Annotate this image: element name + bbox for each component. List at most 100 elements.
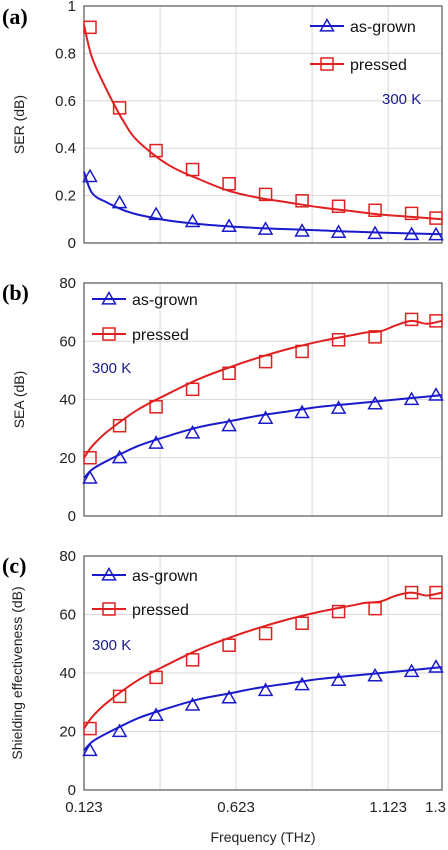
y-tick-label: 0.8 — [55, 45, 76, 62]
data-point-pressed — [83, 721, 97, 736]
data-point-as-grown — [403, 663, 420, 678]
data-point-pressed — [112, 689, 127, 704]
y-tick-label: 20 — [59, 724, 76, 741]
data-point-as-grown — [221, 689, 237, 704]
data-point-as-grown — [257, 410, 274, 425]
y-tick-label: 0.4 — [55, 140, 76, 157]
data-point-pressed — [185, 382, 200, 397]
x-tick-label: 0.123 — [65, 799, 103, 816]
panel-label: (a) — [2, 4, 28, 29]
legend-marker-as-grown — [101, 290, 117, 305]
data-point-pressed — [429, 585, 443, 600]
x-tick-label: 1.3 — [425, 799, 446, 816]
legend-label-pressed: pressed — [132, 327, 189, 344]
x-tick-label: 0.623 — [217, 799, 255, 816]
x-tick-label: 1.123 — [369, 799, 407, 816]
panel-c: 0 20 40 60 80 Shielding effectiveness (dB) (c)… — [2, 548, 444, 799]
series-line-as-grown — [83, 666, 443, 752]
y-tick-label: 0 — [68, 235, 76, 252]
data-point-pressed — [222, 638, 236, 652]
data-point-pressed — [258, 354, 273, 369]
data-point-as-grown — [367, 225, 383, 240]
data-point-pressed — [258, 187, 273, 202]
y-tick-label: 0.2 — [55, 188, 76, 205]
data-point-pressed — [368, 330, 382, 344]
data-point-pressed — [404, 585, 419, 600]
y-tick-label: 20 — [59, 450, 76, 467]
data-point-as-grown — [221, 417, 237, 432]
data-point-as-grown — [257, 221, 274, 235]
data-point-pressed — [429, 314, 443, 328]
data-point-pressed — [185, 162, 200, 177]
y-tick-label: 0 — [68, 782, 76, 799]
data-point-pressed — [149, 400, 163, 414]
data-point-as-grown — [82, 168, 98, 183]
data-point-as-grown — [294, 404, 310, 419]
data-point-pressed — [331, 333, 346, 347]
y-tick-label: 60 — [59, 607, 76, 624]
data-point-as-grown — [221, 218, 237, 233]
legend-label-pressed: pressed — [350, 57, 407, 74]
data-point-as-grown — [367, 667, 383, 682]
y-tick-label: 80 — [59, 548, 76, 565]
data-point-pressed — [368, 203, 382, 218]
series-line-pressed — [83, 319, 443, 459]
data-point-as-grown — [82, 470, 98, 484]
panel-label: (c) — [2, 553, 26, 578]
y-tick-label: 60 — [59, 333, 76, 350]
data-point-pressed — [149, 143, 163, 158]
data-point-as-grown — [111, 723, 128, 738]
data-point-pressed — [404, 206, 419, 221]
data-point-pressed — [222, 177, 236, 191]
data-point-pressed — [83, 20, 97, 35]
data-point-pressed — [331, 199, 346, 214]
data-point-pressed — [112, 101, 127, 115]
legend-label-as-grown: as-grown — [350, 19, 416, 36]
temperature-annotation: 300 K — [92, 637, 131, 654]
data-point-pressed — [258, 626, 273, 641]
temperature-annotation: 300 K — [382, 91, 421, 108]
data-point-pressed — [295, 344, 309, 359]
data-point-as-grown — [148, 435, 164, 449]
plot-frame — [83, 555, 443, 791]
data-point-as-grown — [184, 424, 201, 439]
data-point-pressed — [222, 366, 236, 381]
legend-marker-as-grown — [319, 17, 335, 32]
data-point-as-grown — [257, 682, 274, 697]
legend-label-as-grown: as-grown — [132, 292, 198, 309]
series-line-as-grown — [83, 394, 443, 479]
legend-marker-pressed — [102, 327, 116, 341]
data-point-as-grown — [428, 387, 444, 401]
data-point-pressed — [368, 601, 382, 616]
y-tick-label: 40 — [59, 665, 76, 682]
legend-label-as-grown: as-grown — [132, 568, 198, 585]
data-point-as-grown — [184, 697, 201, 711]
data-point-as-grown — [111, 449, 128, 464]
data-point-as-grown — [367, 395, 383, 410]
data-point-as-grown — [148, 707, 164, 722]
data-point-as-grown — [428, 226, 444, 241]
data-point-as-grown — [403, 226, 420, 241]
data-point-pressed — [404, 312, 419, 327]
legend-marker-pressed — [102, 602, 116, 616]
y-tick-label: 1 — [68, 0, 76, 15]
data-point-pressed — [83, 451, 97, 465]
y-tick-label: 0.6 — [55, 93, 76, 110]
panel-a: 0 0.2 0.4 0.6 0.8 1 SER (dB) (a) as-grown pressed… — [2, 0, 444, 252]
data-point-as-grown — [330, 672, 347, 686]
x-axis-title: Frequency (THz) — [210, 829, 315, 845]
data-point-as-grown — [294, 223, 310, 237]
legend-marker-pressed — [320, 57, 334, 71]
data-point-as-grown — [428, 659, 444, 673]
data-point-pressed — [295, 194, 309, 208]
series-line-pressed — [83, 24, 443, 221]
y-tick-label: 40 — [59, 392, 76, 409]
data-point-as-grown — [330, 400, 347, 414]
data-point-pressed — [331, 604, 346, 619]
data-point-as-grown — [111, 194, 128, 209]
data-point-as-grown — [148, 206, 164, 221]
series-line-pressed — [83, 591, 443, 730]
y-axis-title: SEA (dB) — [11, 371, 27, 429]
